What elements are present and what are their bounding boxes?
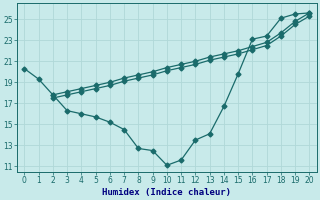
X-axis label: Humidex (Indice chaleur): Humidex (Indice chaleur) [102, 188, 231, 197]
